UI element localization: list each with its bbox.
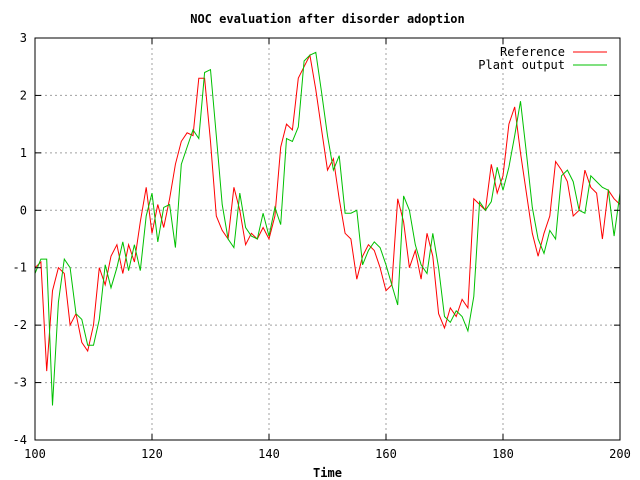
y-tick-label: 2 (20, 88, 27, 102)
y-tick-label: -3 (13, 376, 27, 390)
x-tick-label: 120 (141, 447, 163, 461)
y-tick-label: -1 (13, 261, 27, 275)
tick-labels: 100 120 140 160 180 200 -4 -3 -2 -1 0 1 2 3 (13, 31, 631, 461)
series-line-reference (34, 53, 621, 372)
x-tick-label: 140 (258, 447, 280, 461)
grid (35, 38, 620, 440)
x-tick-label: 200 (609, 447, 631, 461)
chart-title: NOC evaluation after disorder adoption (190, 12, 465, 26)
plot-frame (34, 37, 621, 441)
x-tick-label: 160 (375, 447, 397, 461)
y-tick-label: 0 (20, 203, 27, 217)
y-tick-label: 1 (20, 146, 27, 160)
legend-label: Reference (500, 45, 565, 59)
y-tick-label: -2 (13, 318, 27, 332)
legend-label: Plant output (478, 58, 565, 72)
x-tick-label: 100 (24, 447, 46, 461)
axis-ticks (34, 37, 621, 441)
series-line-plant-output (34, 51, 621, 406)
y-tick-label: -4 (13, 433, 27, 447)
x-tick-label: 180 (492, 447, 514, 461)
x-axis-label: Time (313, 466, 342, 480)
y-tick-label: 3 (20, 31, 27, 45)
series-layer (34, 51, 621, 406)
